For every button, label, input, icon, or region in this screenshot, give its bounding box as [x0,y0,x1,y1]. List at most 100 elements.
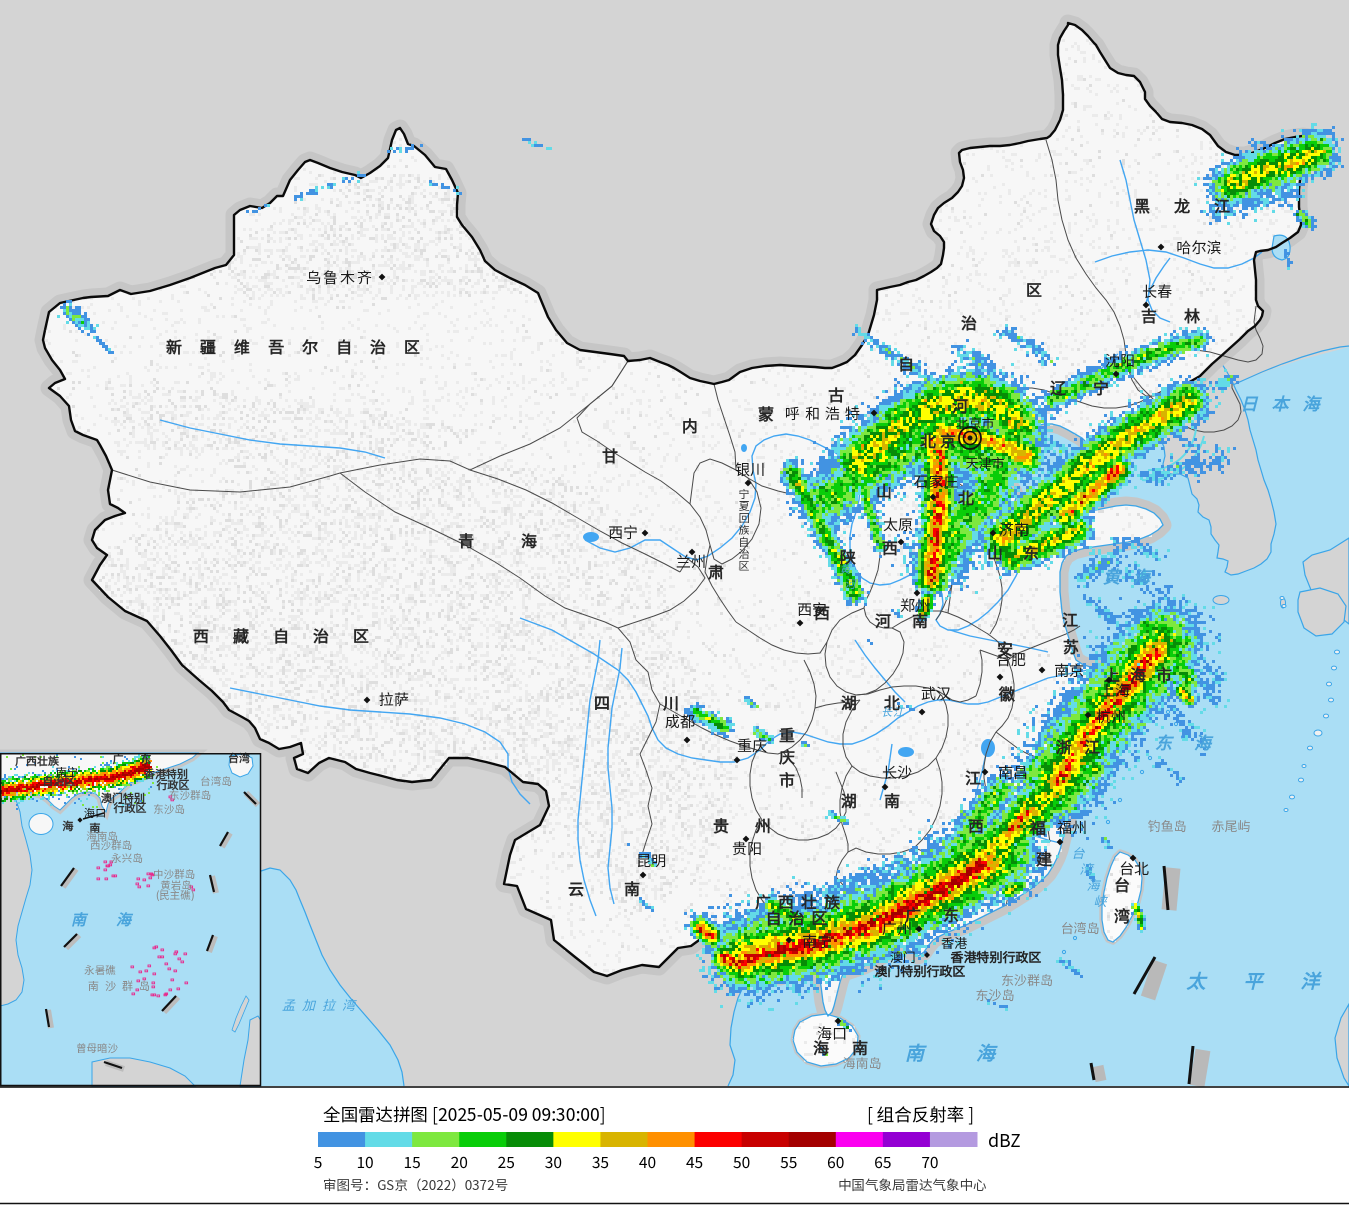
svg-text:永暑礁: 永暑礁 [84,963,116,978]
svg-text:香港特别行政区: 香港特别行政区 [950,947,1041,966]
svg-text:福: 福 [1029,815,1046,839]
svg-text:区: 区 [1026,277,1042,301]
svg-text:东: 东 [141,751,152,767]
svg-text:南沙群岛: 南沙群岛 [88,978,156,994]
svg-text:山: 山 [876,478,892,502]
svg-text:云南: 云南 [568,876,680,900]
svg-text:辽宁: 辽宁 [1050,375,1136,399]
svg-text:长春: 长春 [1142,281,1172,302]
svg-text:澳门: 澳门 [890,947,916,966]
svg-text:西: 西 [882,535,898,559]
svg-text:夏: 夏 [739,498,750,514]
svg-text:西沙群岛: 西沙群岛 [90,838,132,853]
svg-text:浙江: 浙江 [1055,734,1112,758]
svg-text:乌鲁木齐: 乌鲁木齐 [306,267,374,288]
svg-text:河南: 河南 [874,608,949,632]
svg-text:太平洋: 太平洋 [1185,967,1349,994]
svg-text:广州: 广州 [882,918,912,939]
svg-text:南宁: 南宁 [802,931,832,952]
svg-text:台: 台 [1071,843,1085,862]
svg-text:南海: 南海 [71,909,161,930]
svg-text:15: 15 [404,1151,421,1173]
svg-text:合肥: 合肥 [996,649,1026,670]
svg-text:徽: 徽 [998,681,1015,705]
svg-text:河: 河 [845,576,858,592]
svg-text:长江: 长江 [881,704,905,720]
svg-text:天津市: 天津市 [965,453,1004,472]
svg-text:南: 南 [90,820,101,836]
svg-text:55: 55 [780,1151,797,1173]
svg-text:治: 治 [739,546,750,562]
svg-text:海: 海 [62,818,74,834]
svg-text:河: 河 [951,393,968,417]
svg-text:建: 建 [1035,846,1053,870]
svg-text:治: 治 [960,310,977,334]
svg-text:香港特别: 香港特别 [143,766,188,782]
svg-text:50: 50 [733,1151,750,1173]
svg-text:湾: 湾 [1114,903,1130,927]
svg-text:湖南: 湖南 [841,788,927,812]
svg-text:孟加拉湾: 孟加拉湾 [282,995,362,1014]
svg-text:审图号：GS京（2022）0372号: 审图号：GS京（2022）0372号 [323,1174,508,1194]
svg-text:台湾岛: 台湾岛 [1060,918,1099,937]
svg-text:石家庄: 石家庄 [913,471,958,492]
svg-text:dBZ: dBZ [988,1128,1021,1153]
svg-text:湖北: 湖北 [841,690,927,714]
svg-text:5: 5 [314,1151,323,1173]
svg-text:日本海: 日本海 [1241,390,1334,415]
svg-text:苏: 苏 [1063,634,1080,658]
svg-text:回: 回 [739,510,750,526]
svg-text:东沙群岛: 东沙群岛 [169,788,211,803]
svg-text:青海: 青海 [458,528,584,552]
svg-text:银川: 银川 [735,459,765,480]
svg-text:肃: 肃 [708,559,724,583]
svg-text:杭州: 杭州 [1096,706,1126,727]
svg-text:陕: 陕 [840,544,856,568]
svg-text:南昌: 南昌 [998,762,1028,783]
svg-text:山东: 山东 [987,540,1059,564]
svg-text:拉萨: 拉萨 [379,689,409,710]
svg-text:庆: 庆 [778,744,795,768]
svg-text:自治区: 自治区 [43,773,76,789]
svg-text:自治区: 自治区 [765,905,834,929]
svg-text:沈阳: 沈阳 [1105,350,1135,371]
svg-text:(民主礁): (民主礁) [156,888,195,903]
svg-text:北京: 北京 [920,428,960,452]
svg-text:60: 60 [827,1151,844,1173]
svg-text:台湾: 台湾 [228,750,250,766]
svg-text:区: 区 [739,558,750,574]
svg-text:江: 江 [965,765,981,789]
svg-text:长沙: 长沙 [882,762,912,783]
svg-text:南宁: 南宁 [56,764,78,780]
svg-text:东海: 东海 [1155,729,1233,754]
svg-text:行政区: 行政区 [113,800,147,816]
svg-text:济南: 济南 [999,519,1029,540]
svg-text:10: 10 [356,1151,373,1173]
svg-text:中国气象局雷达气象中心: 中国气象局雷达气象中心 [838,1174,987,1194]
svg-text:北: 北 [958,485,974,509]
svg-text:南海: 南海 [905,1039,1047,1066]
svg-text:上海: 上海 [1100,680,1130,701]
svg-text:黄岩岛: 黄岩岛 [160,878,192,893]
svg-text:武汉: 武汉 [921,683,951,704]
svg-text:海口: 海口 [817,1023,847,1044]
svg-text:南京: 南京 [1054,660,1084,681]
svg-text:江: 江 [1062,607,1078,631]
svg-text:40: 40 [639,1151,656,1173]
svg-text:贵州: 贵州 [713,813,797,837]
svg-text:安: 安 [997,636,1013,660]
svg-text:钓鱼岛: 钓鱼岛 [1147,816,1186,835]
svg-text:蒙: 蒙 [758,401,775,425]
svg-text:20: 20 [451,1151,468,1173]
svg-text:宁: 宁 [739,486,750,502]
svg-text:东沙群岛: 东沙群岛 [1001,970,1053,989]
svg-text:香港: 香港 [941,933,967,952]
svg-text:西: 西 [814,600,830,624]
svg-text:台北: 台北 [1119,858,1150,879]
svg-text:重庆: 重庆 [737,735,767,756]
svg-text:海南岛: 海南岛 [86,829,118,844]
svg-text:太原: 太原 [883,514,913,535]
svg-text:广西壮族: 广西壮族 [755,889,847,913]
svg-text:广: 广 [113,751,124,767]
svg-text:东沙岛: 东沙岛 [153,802,185,817]
